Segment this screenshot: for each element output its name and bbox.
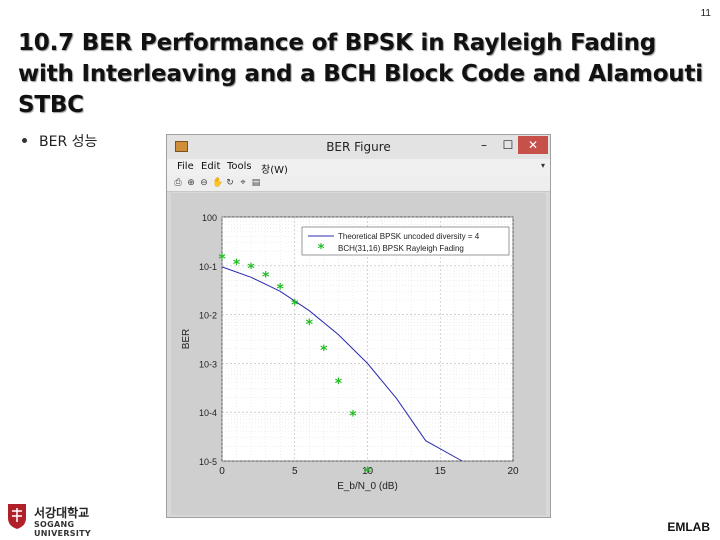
- bullet-dot-icon: [22, 137, 27, 143]
- series-line-theoretical: [221, 266, 463, 462]
- y-axis-label: BER: [181, 329, 192, 350]
- legend-marker-sample: *: [318, 242, 325, 257]
- figure-canvas: 0 5 10 15 20 100 10-1 10-2 10-3 10-4 10-5 E_b/N_0 (…: [171, 193, 546, 515]
- y-tick-label: 100: [202, 213, 217, 223]
- y-tick-label: 10-4: [199, 408, 217, 418]
- print-icon[interactable]: ⎙: [174, 178, 182, 188]
- menu-bar: File Edit Tools 창(W) ▾: [167, 159, 550, 176]
- x-tick-label: 10: [362, 466, 374, 477]
- logo-english-name: SOGANG UNIVERSITY: [34, 520, 91, 538]
- series-point-bch: *: [262, 270, 270, 286]
- university-logo: 서강대학교 SOGANG UNIVERSITY: [4, 502, 114, 538]
- legend-entry-theoretical: Theoretical BPSK uncoded diversity = 4: [338, 232, 480, 241]
- y-tick-label: 10-5: [199, 457, 217, 467]
- menu-edit[interactable]: Edit: [201, 161, 221, 172]
- x-axis-label: E_b/N_0 (dB): [337, 481, 398, 492]
- page-number: 11: [700, 8, 711, 19]
- menu-overflow-icon[interactable]: ▾: [540, 161, 545, 170]
- window-title: BER Figure: [326, 140, 391, 154]
- series-point-bch: *: [349, 408, 357, 424]
- y-tick-label: 10-3: [199, 359, 217, 369]
- y-tick-label: 10-1: [199, 262, 217, 272]
- series-point-bch: *: [233, 257, 241, 273]
- series-point-bch: *: [247, 261, 255, 277]
- series-point-bch: *: [364, 465, 372, 481]
- zoom-out-icon[interactable]: ⊖: [200, 178, 208, 188]
- maximize-button[interactable]: ☐: [502, 138, 514, 152]
- series-point-bch: *: [306, 317, 314, 333]
- data-cursor-icon[interactable]: ⌖: [240, 178, 246, 188]
- x-tick-label: 15: [435, 466, 447, 477]
- menu-window[interactable]: 창(W): [261, 165, 288, 176]
- x-tick-label: 5: [292, 466, 298, 477]
- minimize-button[interactable]: –: [481, 138, 487, 152]
- ber-figure-window[interactable]: BER Figure – ☐ ✕ File Edit Tools 창(W) ▾ …: [166, 134, 551, 518]
- university-seal-icon: [8, 504, 26, 529]
- series-point-bch: *: [218, 252, 226, 268]
- footer-label: EMLAB: [667, 520, 710, 534]
- window-titlebar[interactable]: BER Figure – ☐ ✕: [167, 135, 550, 159]
- legend-icon[interactable]: ▤: [251, 178, 261, 188]
- series-point-bch: *: [335, 376, 343, 392]
- ber-chart: 0 5 10 15 20 100 10-1 10-2 10-3 10-4 10-5 E_b/N_0 (…: [181, 213, 519, 492]
- series-point-bch: *: [291, 298, 299, 314]
- legend-entry-bch: BCH(31,16) BPSK Rayleigh Fading: [338, 244, 464, 253]
- menu-file[interactable]: File: [177, 161, 194, 172]
- series-point-bch: *: [320, 343, 328, 359]
- bullet-item: BER 성능: [22, 131, 97, 151]
- pan-icon[interactable]: ✋: [212, 178, 224, 188]
- x-tick-label: 20: [507, 466, 519, 477]
- chart-legend: [301, 226, 510, 256]
- figure-toolbar: ⎙ ⊕ ⊖ ✋ ↻ ⌖ ▤: [167, 176, 550, 192]
- slide-title: 10.7 BER Performance of BPSK in Rayleigh…: [18, 30, 703, 118]
- bullet-text: BER 성능: [39, 134, 98, 150]
- close-button[interactable]: ✕: [518, 136, 548, 154]
- zoom-in-icon[interactable]: ⊕: [187, 178, 195, 188]
- series-point-bch: *: [277, 282, 285, 298]
- x-tick-label: 0: [219, 466, 225, 477]
- y-tick-label: 10-2: [199, 311, 217, 321]
- matlab-figure-icon: [175, 141, 188, 152]
- menu-tools[interactable]: Tools: [227, 161, 252, 172]
- rotate-icon[interactable]: ↻: [226, 178, 234, 188]
- logo-korean-name: 서강대학교: [34, 506, 90, 520]
